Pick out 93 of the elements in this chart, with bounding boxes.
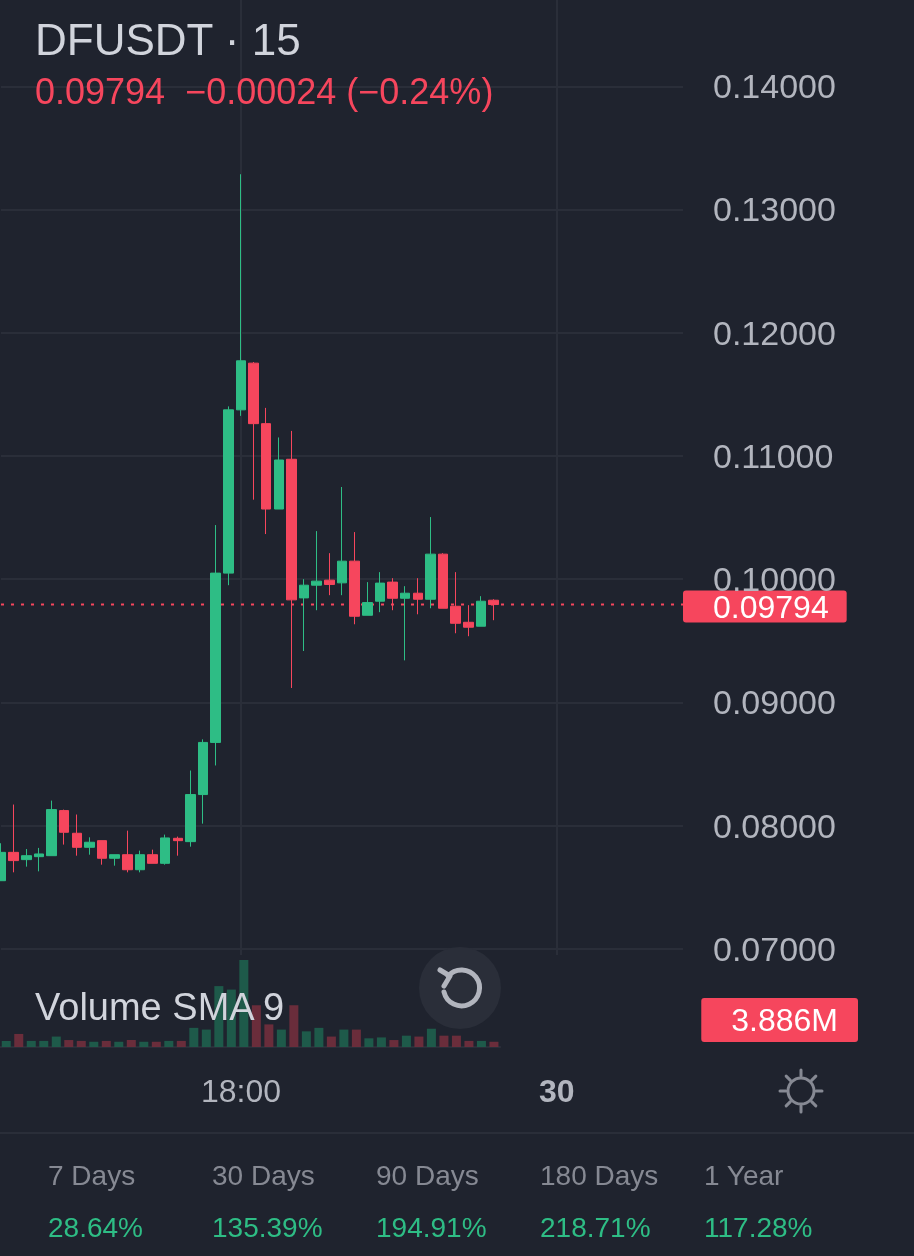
category-label: 90 Days [376, 1160, 480, 1192]
bar [114, 1041, 124, 1047]
bar [164, 1040, 174, 1047]
candlestick [135, 850, 145, 873]
chart-title: DFUSDT · 15 [35, 14, 301, 64]
text: 194.91% [376, 1212, 487, 1243]
candlestick [8, 804, 19, 873]
bar [189, 1027, 199, 1047]
category-label: 7 Days [48, 1160, 137, 1192]
candlestick [72, 814, 82, 857]
candlestick [198, 738, 208, 825]
candlestick [324, 552, 335, 596]
candlestick [147, 849, 158, 864]
candlestick [59, 809, 69, 846]
candlestick [476, 595, 486, 627]
bar [301, 1031, 311, 1047]
bar [326, 1036, 336, 1047]
bar [14, 1033, 24, 1047]
candlestick [46, 800, 57, 857]
candlestick [400, 585, 410, 661]
candlestick [236, 173, 246, 417]
bar [489, 1041, 499, 1047]
bar [39, 1040, 49, 1047]
bar [339, 1029, 349, 1047]
bar [276, 1029, 286, 1047]
bar [476, 1040, 486, 1047]
candlestick [122, 830, 133, 873]
candlestick [311, 530, 322, 611]
bar [464, 1040, 474, 1047]
bar [64, 1040, 74, 1047]
text: 3.886M [731, 1002, 838, 1038]
candlestick [34, 847, 44, 872]
bar [289, 1005, 299, 1047]
bar [451, 1035, 461, 1047]
candlestick [261, 407, 271, 535]
bar [101, 1040, 111, 1047]
text: 218.71% [540, 1212, 651, 1243]
bar [426, 1028, 436, 1047]
text: Volume SMA 9 [35, 986, 285, 1028]
candlestick [173, 836, 183, 857]
candlestick [375, 571, 385, 613]
bar [76, 1040, 86, 1047]
text: 0.09794 −0.00024 (−0.24%) [35, 70, 494, 112]
bar [264, 1024, 274, 1047]
bar [439, 1035, 449, 1047]
bar [139, 1041, 149, 1047]
bar [151, 1041, 161, 1047]
category-label: 1 Year [704, 1160, 785, 1192]
candlestick [109, 854, 120, 867]
bar [414, 1036, 424, 1047]
candlestick [299, 578, 309, 652]
bar [176, 1040, 186, 1047]
candlestick [362, 581, 373, 616]
candlestick [274, 436, 284, 510]
candlestick [185, 770, 196, 848]
bar [364, 1038, 374, 1047]
y-tick-label: 0.09000 [713, 683, 836, 722]
candlestick [97, 840, 107, 866]
y-tick-label: 0.12000 [713, 313, 836, 352]
bar [126, 1040, 136, 1047]
y-tick-label: 0.08000 [713, 806, 836, 845]
y-tick-label: 0.14000 [713, 67, 836, 106]
bar [376, 1037, 386, 1047]
bar [389, 1040, 399, 1047]
candlestick [84, 836, 95, 856]
category-label: 30 Days [212, 1160, 316, 1192]
bar [201, 1029, 211, 1047]
y-tick-label: 0.13000 [713, 190, 836, 229]
candlestick [413, 577, 423, 615]
category-label: 180 Days [540, 1160, 660, 1192]
bar [401, 1035, 411, 1047]
bar [26, 1040, 36, 1047]
text: 117.28% [704, 1212, 813, 1243]
y-tick-label: 0.11000 [713, 436, 834, 475]
candlestick [223, 405, 234, 586]
candlestick [210, 524, 221, 766]
bar [351, 1029, 361, 1047]
candlestick [425, 516, 436, 609]
text: 135.39% [212, 1212, 323, 1243]
y-tick-label: 0.07000 [713, 929, 836, 968]
candlestick [463, 604, 474, 637]
bar [51, 1036, 61, 1047]
bar [89, 1041, 99, 1047]
candlestick [21, 848, 32, 868]
text: 28.64% [48, 1212, 143, 1243]
candlestick [438, 552, 448, 609]
candlestick [337, 486, 347, 596]
candlestick [248, 361, 259, 501]
x-tick-label: 30 [538, 1073, 575, 1109]
bar [1, 1040, 11, 1047]
candlestick [160, 834, 170, 866]
bar [314, 1027, 324, 1047]
x-tick-label: 18:00 [200, 1073, 281, 1109]
